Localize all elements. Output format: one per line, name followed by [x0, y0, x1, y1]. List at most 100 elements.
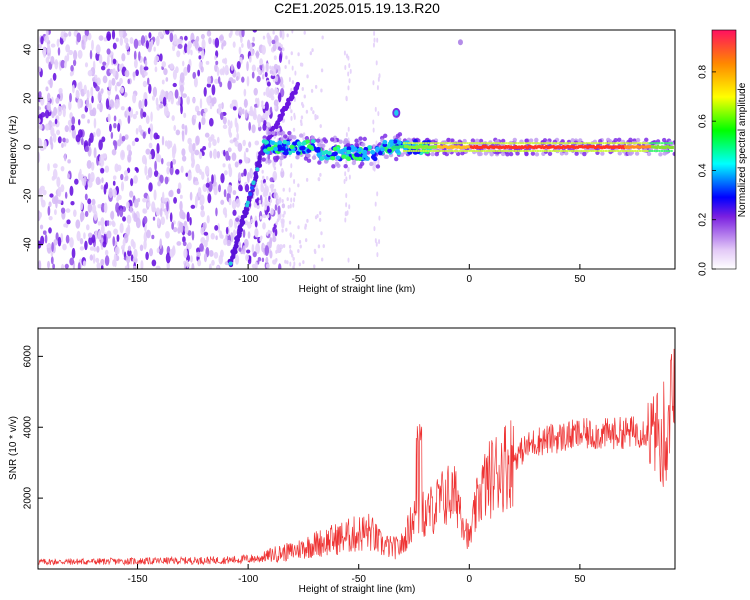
spectrogram-y-tick-label: -20: [23, 188, 34, 203]
main-line-core: [582, 145, 586, 149]
noise-blob: [110, 210, 115, 221]
noise-blob: [178, 221, 183, 229]
noise-blob: [131, 140, 136, 147]
main-line-edge: [665, 149, 668, 152]
noise-blob: [265, 256, 269, 264]
noise-blob: [247, 231, 251, 239]
main-line-core: [597, 145, 600, 149]
streak-blob: [373, 226, 376, 232]
noise-blob: [261, 46, 265, 51]
noise-blob: [314, 84, 318, 89]
noise-blob: [120, 106, 125, 111]
main-line-core: [490, 145, 493, 149]
main-line-edge: [468, 149, 471, 152]
noise-blob: [227, 80, 232, 90]
main-line-edge: [490, 142, 493, 145]
noise-blob: [169, 248, 175, 258]
noise-blob: [277, 127, 280, 132]
main-line-core: [621, 145, 625, 149]
noise-blob: [155, 207, 161, 217]
noise-blob: [58, 87, 63, 94]
noise-blob: [185, 172, 188, 177]
main-line-core: [470, 145, 474, 149]
noise-blob: [173, 124, 177, 131]
noise-blob: [84, 210, 89, 218]
noise-blob: [218, 35, 224, 41]
noise-blob: [128, 106, 131, 112]
noise-blob: [124, 37, 129, 44]
noise-blob: [145, 229, 151, 239]
noise-blob: [193, 77, 198, 88]
noise-blob: [256, 197, 260, 206]
noise-blob: [48, 215, 53, 221]
main-line-halo: [358, 164, 363, 169]
noise-blob: [77, 49, 83, 59]
main-line-edge: [456, 149, 459, 152]
noise-blob: [67, 173, 70, 180]
noise-blob: [84, 30, 89, 37]
noise-blob: [78, 118, 81, 126]
noise-blob: [261, 257, 265, 263]
noise-blob: [208, 117, 214, 127]
main-line-edge: [529, 142, 532, 145]
noise-blob: [254, 220, 258, 228]
main-line-core: [492, 146, 496, 150]
noise-blob: [216, 150, 221, 159]
noise-blob: [105, 98, 110, 110]
noise-blob: [144, 98, 148, 107]
noise-blob: [199, 243, 204, 252]
noise-blob: [223, 170, 228, 176]
main-line-core: [446, 146, 449, 150]
noise-blob: [254, 140, 260, 146]
main-line-edge: [655, 142, 659, 145]
noise-blob: [201, 171, 205, 181]
main-line-cluster: [332, 146, 338, 152]
main-line-core: [469, 145, 472, 149]
main-line-core: [646, 145, 649, 149]
main-line-edge: [463, 149, 466, 152]
main-line-halo: [358, 136, 363, 141]
main-line-core: [410, 145, 413, 149]
main-line-edge: [458, 142, 462, 145]
noise-blob: [66, 219, 71, 225]
main-line-core: [636, 144, 639, 148]
streak-blob: [344, 65, 347, 71]
main-line-edge: [617, 149, 620, 152]
main-line-edge: [646, 149, 649, 152]
noise-blob: [190, 49, 193, 56]
noise-blob: [42, 189, 47, 196]
noise-blob: [203, 86, 207, 97]
main-line-core: [418, 145, 421, 149]
noise-blob: [202, 112, 206, 119]
noise-blob: [46, 92, 51, 102]
noise-blob: [232, 106, 237, 111]
noise-blob: [91, 39, 94, 51]
main-line-core: [464, 146, 468, 150]
main-line-cluster: [396, 140, 402, 145]
streak-blob: [294, 70, 297, 76]
noise-blob: [181, 123, 185, 130]
noise-blob: [114, 140, 118, 151]
main-line-core: [558, 145, 561, 149]
main-line-core: [543, 145, 547, 149]
noise-blob: [229, 103, 234, 109]
main-line-edge: [534, 149, 537, 152]
noise-blob: [231, 152, 237, 162]
noise-blob: [88, 236, 93, 246]
main-line-core: [438, 144, 441, 148]
noise-blob: [110, 131, 114, 140]
noise-blob: [166, 261, 170, 269]
noise-blob: [154, 55, 160, 63]
main-line-core: [485, 145, 488, 149]
main-line-core: [569, 145, 572, 149]
main-line-edge: [485, 149, 488, 152]
main-line-edge: [405, 142, 408, 145]
noise-blob: [265, 86, 271, 98]
noise-blob: [60, 165, 65, 172]
noise-blob: [214, 37, 220, 49]
main-line-core: [422, 146, 425, 150]
main-line-core: [551, 145, 554, 149]
noise-blob: [223, 149, 226, 157]
noise-blob: [44, 35, 50, 43]
main-line-core: [664, 146, 667, 150]
